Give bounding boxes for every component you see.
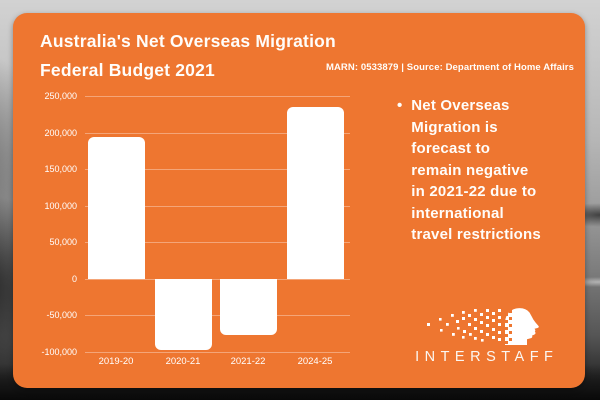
x-axis-tick-label: 2021-22	[230, 356, 266, 367]
y-axis-tick-label: -50,000	[46, 310, 77, 321]
y-axis-tick-label: 100,000	[44, 200, 77, 211]
x-axis-tick-label: 2020-21	[165, 356, 201, 367]
gridline	[85, 278, 350, 280]
bar-2019-20	[87, 136, 145, 279]
gridline	[85, 242, 350, 244]
bullet-icon: •	[397, 97, 403, 114]
y-axis-tick-label: 50,000	[49, 237, 77, 248]
gridline	[85, 132, 350, 134]
insight-text: Net Overseas Migration is forecast to re…	[411, 97, 541, 243]
infographic-card: Australia's Net Overseas Migration Feder…	[13, 13, 585, 388]
interstaff-logo: INTERSTAFF	[391, 307, 577, 365]
bar-2021-22	[219, 278, 277, 336]
gridline	[85, 205, 350, 207]
y-axis-tick-label: 150,000	[44, 164, 77, 175]
page-title: Australia's Net Overseas Migration Feder…	[40, 27, 336, 85]
y-axis-tick-label: -100,000	[41, 347, 77, 357]
insight-bullet-item: • Net Overseas Migration is forecast to …	[397, 95, 573, 246]
gridline	[85, 96, 350, 97]
bar-2024-25	[286, 106, 344, 279]
title-line-2: Federal Budget 2021	[40, 60, 215, 80]
gridline	[85, 315, 350, 317]
interstaff-head-icon	[427, 308, 539, 345]
gridline	[85, 352, 350, 353]
gridline	[85, 169, 350, 171]
x-axis-tick-label: 2019-20	[98, 356, 134, 367]
x-axis-tick-label: 2024-25	[297, 356, 333, 367]
bar-2020-21	[154, 278, 212, 350]
y-axis-tick-label: 250,000	[44, 91, 77, 101]
y-axis-tick-label: 0	[71, 273, 77, 284]
title-line-1: Australia's Net Overseas Migration	[40, 31, 336, 51]
source-note: MARN: 0533879 | Source: Department of Ho…	[325, 62, 574, 73]
bar-chart: 250,000 200,000 150,000 100,000 50,000 0 -50,0…	[33, 91, 357, 377]
y-axis-tick-label: 200,000	[44, 127, 77, 138]
interstaff-logo-text: INTERSTAFF	[415, 349, 559, 365]
